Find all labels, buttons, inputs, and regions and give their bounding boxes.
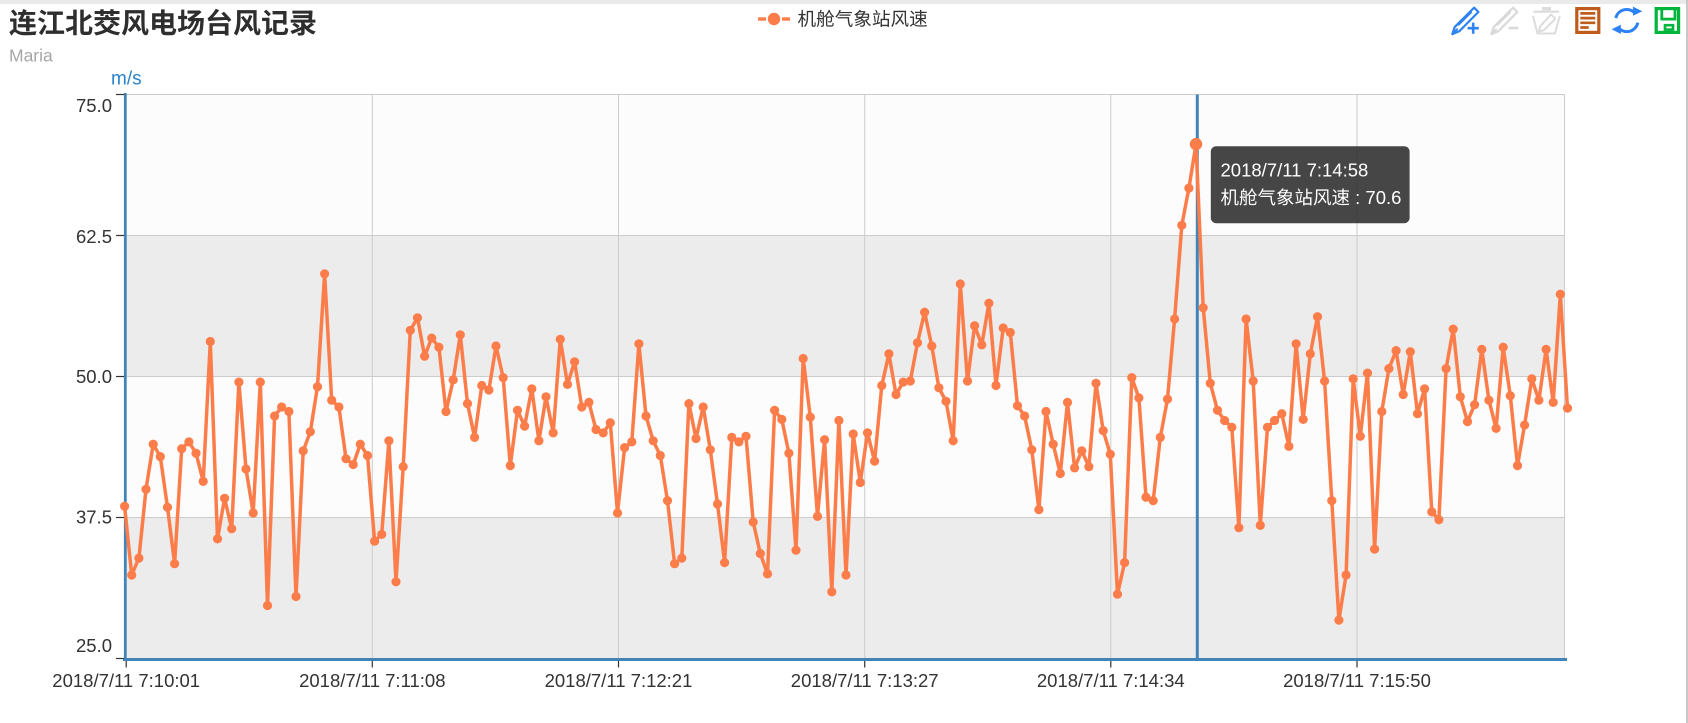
svg-text:2018/7/11 7:14:58: 2018/7/11 7:14:58 bbox=[1221, 160, 1369, 181]
svg-text:37.5: 37.5 bbox=[76, 507, 112, 528]
svg-text:2018/7/11 7:14:34: 2018/7/11 7:14:34 bbox=[1037, 670, 1185, 691]
svg-text:2018/7/11 7:11:08: 2018/7/11 7:11:08 bbox=[299, 670, 445, 691]
svg-text:m/s: m/s bbox=[111, 69, 142, 90]
svg-text:62.5: 62.5 bbox=[76, 226, 112, 247]
svg-text:2018/7/11 7:13:27: 2018/7/11 7:13:27 bbox=[791, 670, 939, 691]
svg-text:2018/7/11 7:10:01: 2018/7/11 7:10:01 bbox=[52, 670, 200, 691]
svg-text:Maria: Maria bbox=[9, 46, 53, 66]
svg-text:25.0: 25.0 bbox=[76, 635, 112, 656]
svg-text:75.0: 75.0 bbox=[76, 95, 112, 116]
svg-text:2018/7/11 7:15:50: 2018/7/11 7:15:50 bbox=[1283, 670, 1431, 691]
svg-text:2018/7/11 7:12:21: 2018/7/11 7:12:21 bbox=[545, 670, 693, 691]
svg-text:50.0: 50.0 bbox=[76, 366, 112, 387]
svg-text:: 70.6: : 70.6 bbox=[1350, 187, 1401, 208]
